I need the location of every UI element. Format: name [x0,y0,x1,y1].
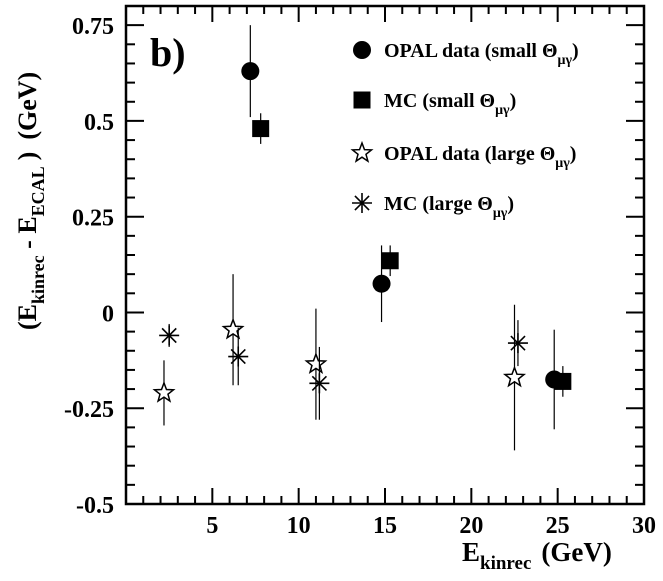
legend: OPAL data (small Θμγ)MC (small Θμγ)OPAL … [350,40,579,221]
asterisk-stroke [161,327,177,344]
y-axis-title-open: (E [13,304,42,330]
x-axis-title-main: E [462,537,480,567]
legend-label-4: MC (large Θμγ) [384,193,514,221]
legend-label-2: MC (small Θμγ) [384,90,516,118]
legend-marker-3 [350,140,374,163]
x-tick-label: 25 [546,513,570,539]
asterisk-stroke [230,348,246,365]
y-tick-label: 0.25 [72,206,114,232]
y-tick-label: 0 [102,301,114,327]
asterisk-stroke [354,195,370,211]
legend-text-sub: μγ [493,206,508,221]
x-tick-label: 5 [206,513,218,539]
axis-ticks [126,6,644,504]
data-markers [152,25,572,451]
legend-marker-2 [353,91,371,109]
panel-label: b) [150,30,186,75]
x-axis-title: Ekinrec (GeV) [462,537,612,574]
y-tick-labels: -0.5 -0.25 0 0.25 0.5 0.75 [64,14,114,519]
y-axis-title-sub1: kinrec [28,255,48,304]
x-tick-label: 20 [459,513,483,539]
x-tick-label: 30 [632,513,656,539]
series-3-point [502,365,527,388]
y-tick-label: 0.75 [72,14,114,40]
asterisk-stroke [510,335,526,351]
legend-text-main: MC (large Θ [384,193,493,215]
y-axis-title-close: ) [13,152,42,161]
x-tick-label: 10 [287,513,311,539]
legend-text-sub: μγ [558,53,573,68]
legend-text-close: ) [510,90,517,112]
asterisk-stroke [311,375,328,391]
y-axis-title-unit: (GeV) [13,72,42,140]
x-axis-title-sub: kinrec [480,553,531,574]
legend-text-sub: μγ [495,103,510,118]
y-axis-title-mid: - E [13,216,42,255]
series-2-point [252,120,270,138]
legend-marker-1 [353,41,371,59]
y-tick-label: -0.5 [76,493,114,519]
legend-text-close: ) [507,193,514,215]
series-3-point [304,352,328,375]
x-tick-label: 15 [373,513,397,539]
x-axis-title-unit: (GeV) [541,537,611,567]
series-2-point [554,372,572,390]
series-3-point [152,380,176,403]
legend-text-main: OPAL data (small Θ [384,40,558,62]
series-1-point [372,274,391,293]
y-tick-label: 0.5 [84,110,114,136]
y-axis-title-sub2: ECAL [28,166,48,216]
legend-text-main: OPAL data (large Θ [384,143,555,165]
legend-label-1: OPAL data (small Θμγ) [384,40,579,68]
legend-text-main: MC (small Θ [384,90,495,112]
series-4-point [507,333,528,354]
legend-text-close: ) [572,40,579,62]
y-axis-title: (Ekinrec - EECAL) (GeV) [13,72,48,330]
x-tick-labels: 5 10 15 20 25 30 [206,513,656,539]
y-tick-label: -0.25 [64,397,114,423]
series-1-point [241,62,260,81]
legend-text-close: ) [570,143,577,165]
series-4-point [309,373,330,394]
series-4-point [159,325,180,346]
legend-label-3: OPAL data (large Θμγ) [384,143,576,171]
series-3-point [221,317,245,340]
series-4-point [228,346,249,367]
legend-marker-4 [352,193,372,213]
legend-text-sub: μγ [555,156,570,171]
series-2-point [381,252,399,270]
